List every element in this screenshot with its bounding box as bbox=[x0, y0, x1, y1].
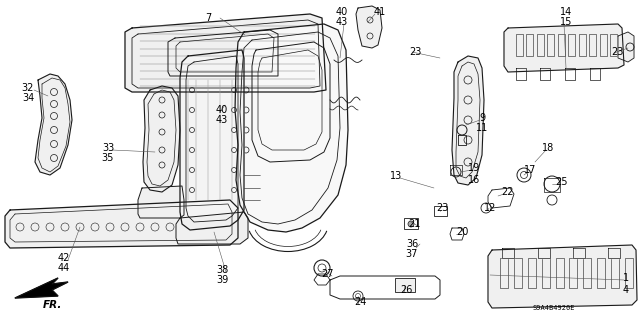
Text: 9: 9 bbox=[479, 113, 485, 123]
Text: 44: 44 bbox=[58, 263, 70, 273]
Text: 42: 42 bbox=[58, 253, 70, 263]
Text: 22: 22 bbox=[500, 187, 513, 197]
Bar bbox=[395, 278, 415, 292]
Text: 20: 20 bbox=[456, 227, 468, 237]
Text: FR.: FR. bbox=[42, 300, 61, 310]
Text: 13: 13 bbox=[390, 171, 402, 181]
Bar bbox=[610, 34, 617, 56]
Polygon shape bbox=[488, 245, 637, 308]
Bar bbox=[625, 258, 633, 288]
Bar bbox=[404, 218, 418, 229]
Text: 33: 33 bbox=[102, 143, 114, 153]
Bar bbox=[568, 34, 575, 56]
Text: 34: 34 bbox=[22, 93, 34, 103]
Text: 21: 21 bbox=[408, 219, 420, 229]
Bar bbox=[516, 34, 523, 56]
Text: 15: 15 bbox=[560, 17, 572, 27]
Text: 26: 26 bbox=[400, 285, 412, 295]
Text: 1: 1 bbox=[623, 273, 629, 283]
Polygon shape bbox=[356, 6, 382, 48]
Text: 43: 43 bbox=[216, 115, 228, 125]
Text: 27: 27 bbox=[322, 269, 334, 279]
Polygon shape bbox=[538, 248, 550, 258]
Text: 19: 19 bbox=[468, 163, 480, 173]
Bar bbox=[514, 258, 522, 288]
Bar bbox=[558, 34, 564, 56]
Text: 23: 23 bbox=[436, 203, 448, 213]
Polygon shape bbox=[504, 24, 624, 72]
Polygon shape bbox=[235, 24, 348, 232]
Bar bbox=[589, 34, 596, 56]
Polygon shape bbox=[125, 14, 326, 92]
Polygon shape bbox=[143, 86, 180, 192]
Text: 17: 17 bbox=[524, 165, 536, 175]
Text: 24: 24 bbox=[354, 297, 366, 307]
Bar bbox=[600, 34, 607, 56]
Bar bbox=[527, 34, 534, 56]
Text: S9A4B4920E: S9A4B4920E bbox=[532, 305, 575, 311]
Text: 39: 39 bbox=[216, 275, 228, 285]
Text: 38: 38 bbox=[216, 265, 228, 275]
Polygon shape bbox=[608, 248, 620, 258]
Polygon shape bbox=[15, 278, 68, 298]
Bar bbox=[500, 258, 508, 288]
Text: 18: 18 bbox=[542, 143, 554, 153]
Bar bbox=[556, 258, 564, 288]
Text: 40: 40 bbox=[336, 7, 348, 17]
Text: 16: 16 bbox=[468, 175, 480, 185]
Text: 14: 14 bbox=[560, 7, 572, 17]
Text: 11: 11 bbox=[476, 123, 488, 133]
Polygon shape bbox=[176, 212, 248, 244]
Text: 37: 37 bbox=[406, 249, 418, 259]
Text: 43: 43 bbox=[336, 17, 348, 27]
Text: 7: 7 bbox=[205, 13, 211, 23]
Text: 4: 4 bbox=[623, 285, 629, 295]
Text: 40: 40 bbox=[216, 105, 228, 115]
Bar bbox=[528, 258, 536, 288]
Bar bbox=[579, 34, 586, 56]
Text: 23: 23 bbox=[409, 47, 421, 57]
Circle shape bbox=[408, 221, 414, 227]
Polygon shape bbox=[180, 50, 244, 230]
Polygon shape bbox=[502, 248, 514, 258]
Bar bbox=[434, 206, 447, 216]
Polygon shape bbox=[138, 186, 184, 218]
Text: 23: 23 bbox=[611, 47, 623, 57]
Text: 32: 32 bbox=[22, 83, 34, 93]
Polygon shape bbox=[35, 74, 72, 175]
Polygon shape bbox=[573, 248, 585, 258]
Bar bbox=[597, 258, 605, 288]
Text: 12: 12 bbox=[484, 203, 496, 213]
Text: 35: 35 bbox=[102, 153, 114, 163]
Bar bbox=[547, 34, 554, 56]
Text: 41: 41 bbox=[374, 7, 386, 17]
Bar bbox=[537, 34, 544, 56]
Bar bbox=[570, 258, 577, 288]
Bar bbox=[541, 258, 550, 288]
Polygon shape bbox=[618, 32, 634, 62]
Bar bbox=[611, 258, 619, 288]
Polygon shape bbox=[5, 200, 238, 248]
Bar bbox=[583, 258, 591, 288]
Text: 25: 25 bbox=[556, 177, 568, 187]
Polygon shape bbox=[452, 56, 484, 185]
Text: 36: 36 bbox=[406, 239, 418, 249]
